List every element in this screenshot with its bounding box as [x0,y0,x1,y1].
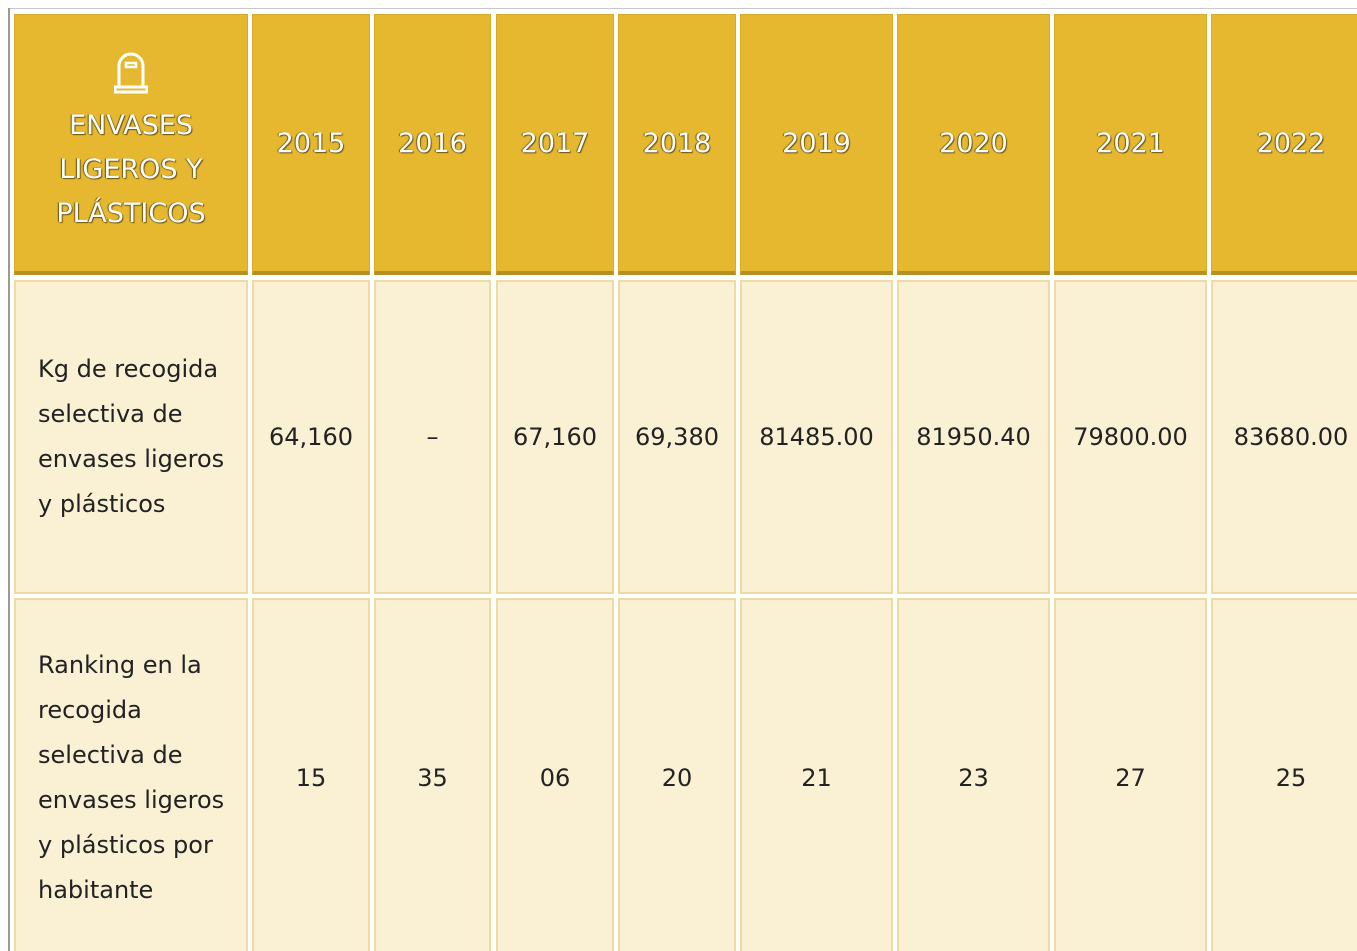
year-header: 2017 [496,14,614,275]
value-cell: 81950.40 [897,280,1050,594]
row-label: Kg de recogida selectiva de envases lige… [14,280,248,594]
value-cell: 23 [897,598,1050,951]
value-cell: 79800.00 [1054,280,1207,594]
value-cell: 67,160 [496,280,614,594]
frame-top [8,8,1357,9]
year-header: 2020 [897,14,1050,275]
value-cell: 81485.00 [740,280,893,594]
value-cell: 20 [618,598,736,951]
value-cell: 35 [374,598,491,951]
year-header: 2022 [1211,14,1357,275]
year-header: 2021 [1054,14,1207,275]
row-label: Ranking en la recogida selectiva de enva… [14,598,248,951]
value-cell: 06 [496,598,614,951]
value-cell: 64,160 [252,280,370,594]
value-cell: 83680.00 [1211,280,1357,594]
value-cell: 21 [740,598,893,951]
year-header: 2016 [374,14,491,275]
year-header: 2015 [252,14,370,275]
year-header: 2019 [740,14,893,275]
header-title-cell: ENVASES LIGEROS Y PLÁSTICOS [14,14,248,275]
bin-icon [114,52,148,94]
header-title: ENVASES LIGEROS Y PLÁSTICOS [56,110,206,229]
frame-left [8,8,10,951]
value-cell: 15 [252,598,370,951]
value-cell: 27 [1054,598,1207,951]
value-cell: 69,380 [618,280,736,594]
value-cell: 25 [1211,598,1357,951]
year-header: 2018 [618,14,736,275]
value-cell: – [374,280,491,594]
